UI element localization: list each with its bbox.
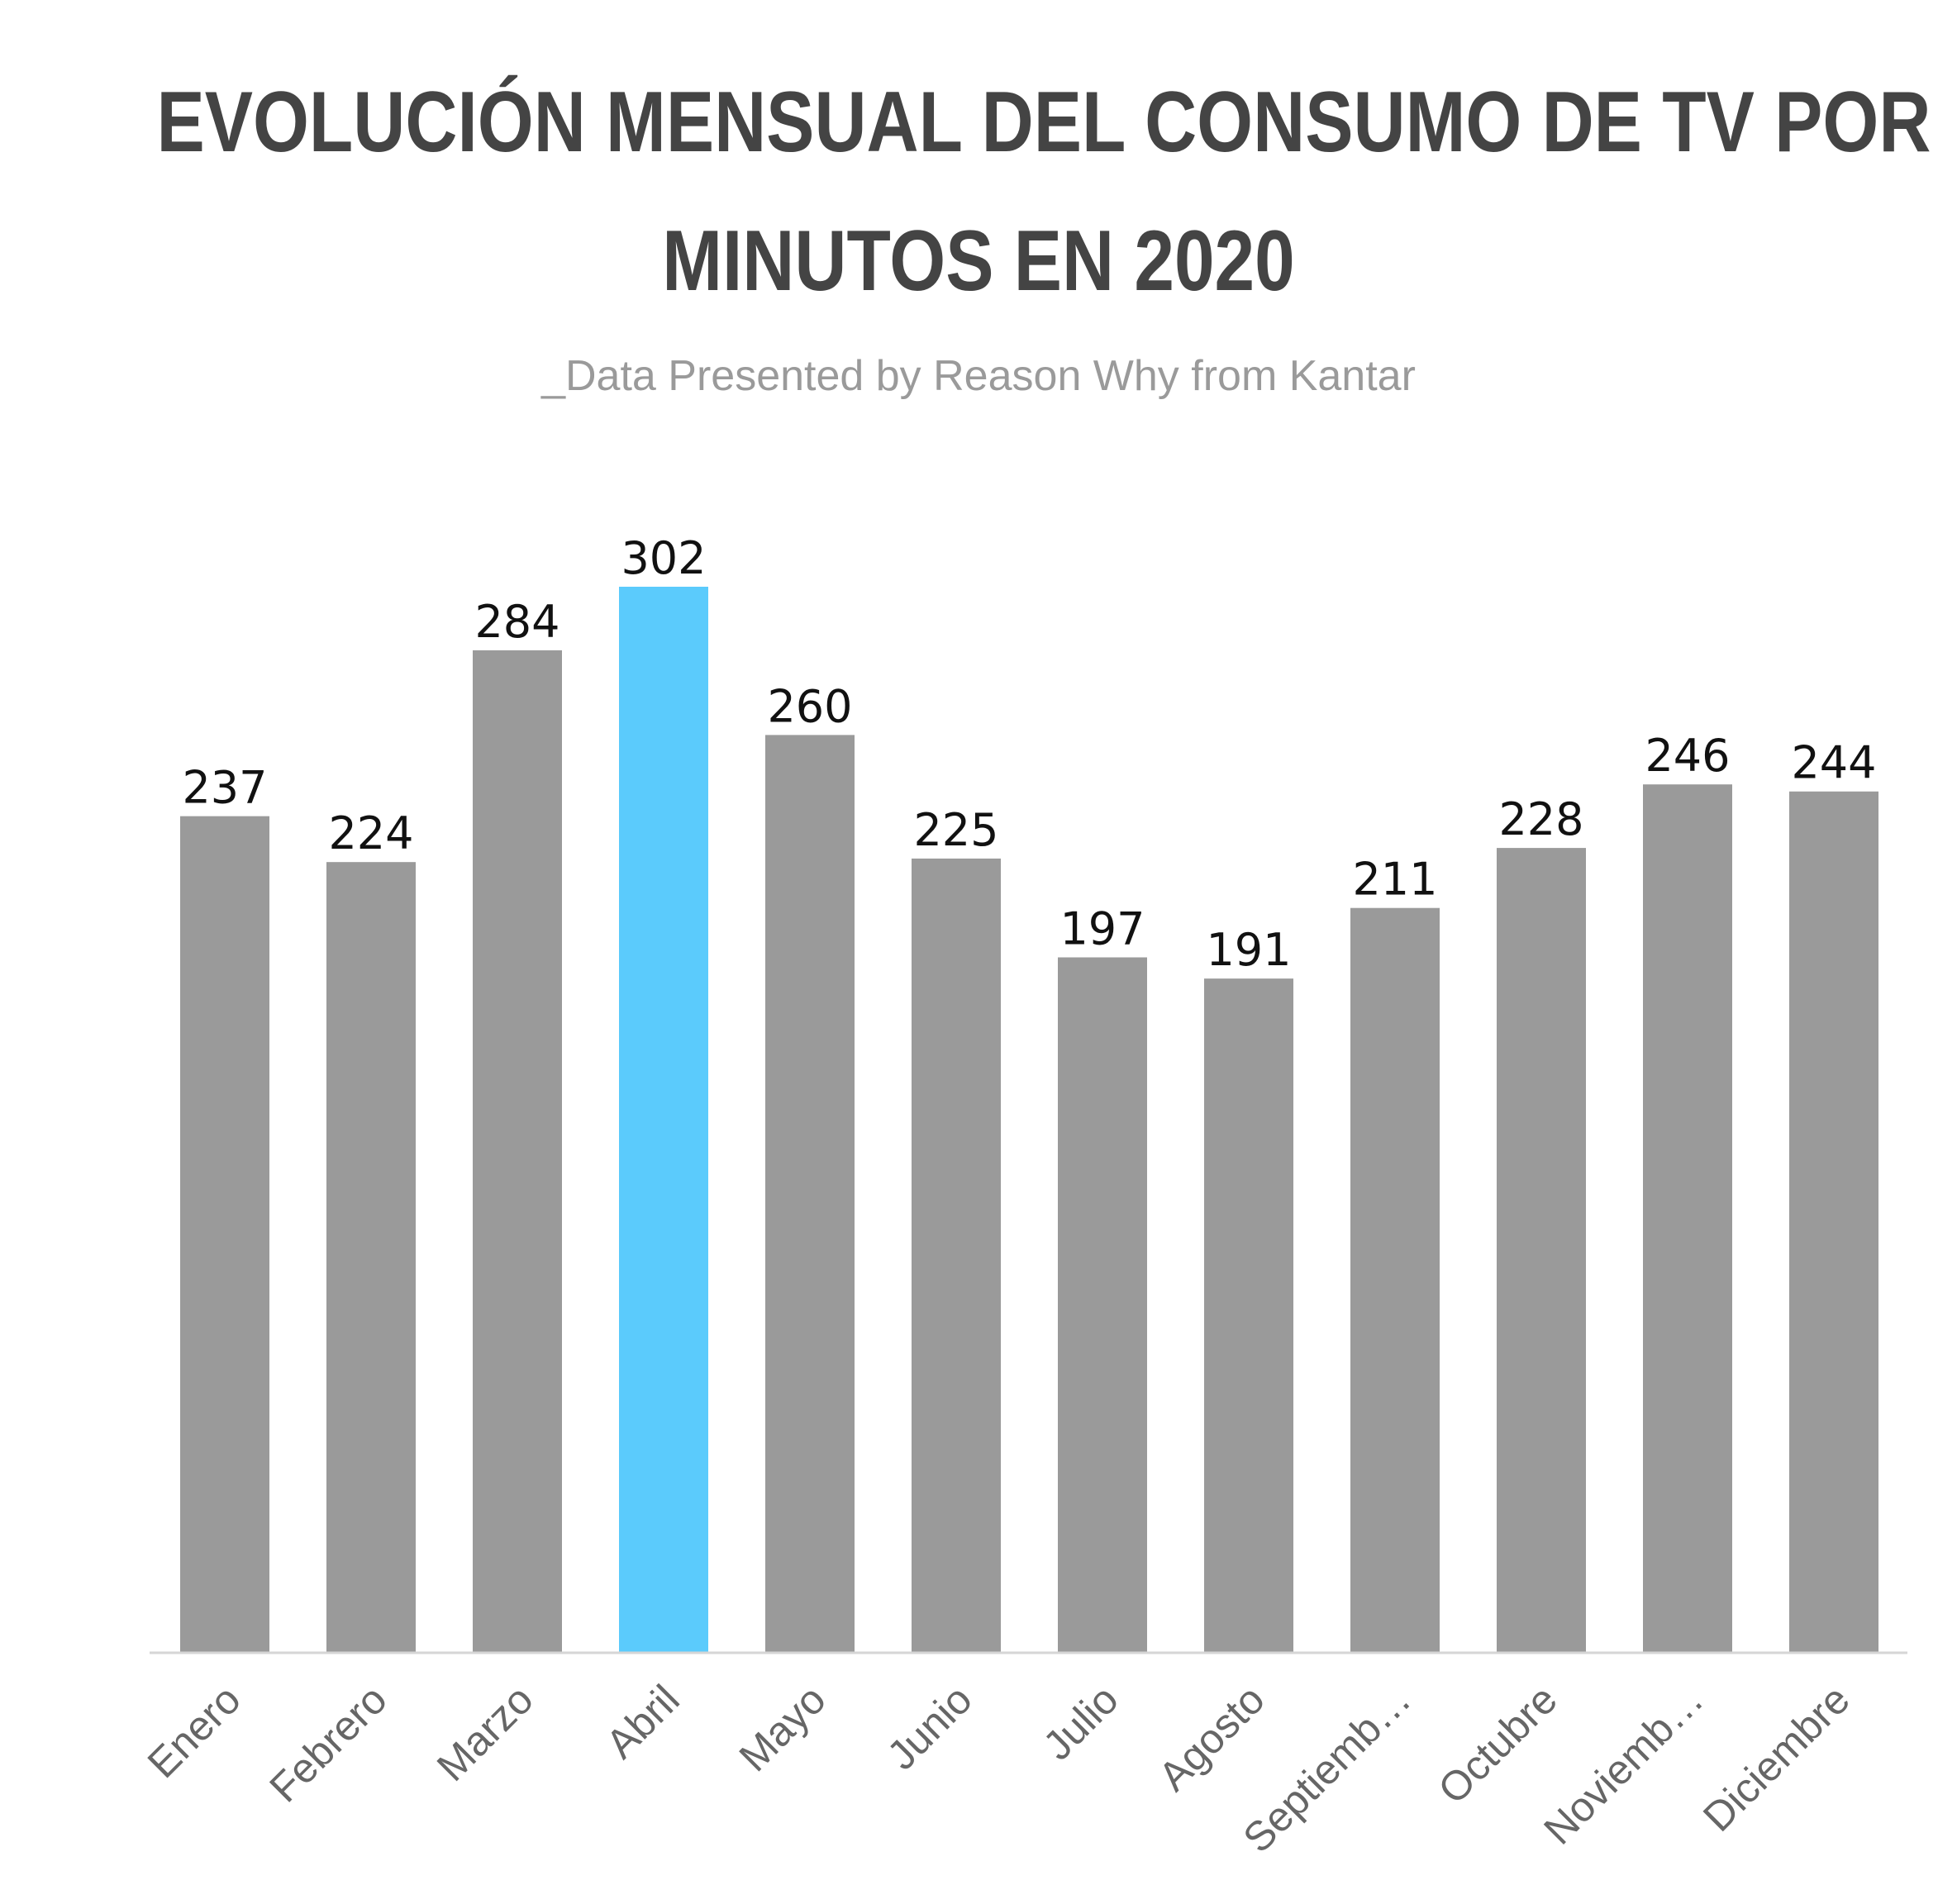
bar-agosto	[1204, 978, 1293, 1653]
bar-julio	[1058, 957, 1147, 1653]
data-labels: 237 224 284 302 260 225 197 191 211 228 246 244	[182, 532, 1876, 976]
x-tick-label-agosto: Agosto	[1150, 1676, 1274, 1800]
bar-series	[180, 587, 1878, 1654]
bar-septiemb	[1350, 907, 1440, 1653]
data-label-abril: 302	[621, 532, 706, 584]
data-label-septiemb: 211	[1352, 854, 1437, 906]
bar-octubre	[1497, 848, 1586, 1653]
chart-title: EVOLUCIÓN MENSUAL DEL CONSUMO DE TV POR …	[156, 53, 1931, 331]
x-tick-label-enero: Enero	[139, 1676, 250, 1787]
x-tick-label-junio: Junio	[879, 1676, 981, 1778]
data-label-enero: 237	[182, 762, 267, 814]
x-tick-label-marzo: Marzo	[428, 1676, 542, 1790]
bar-diciembre	[1789, 791, 1878, 1654]
bar-junio	[912, 858, 1001, 1653]
x-tick-label-mayo: Mayo	[731, 1676, 835, 1780]
bar-febrero	[326, 862, 416, 1653]
data-label-mayo: 260	[767, 680, 852, 732]
data-label-agosto: 191	[1206, 924, 1291, 976]
chart-title-line-2: MINUTOS EN 2020	[662, 213, 1295, 309]
x-tick-label-octubre: Octubre	[1429, 1676, 1565, 1812]
bar-mayo	[765, 735, 855, 1653]
x-axis-tick-labels: Enero Febrero Marzo Abril Mayo Junio Julio Agos…	[139, 1676, 1859, 1861]
x-tick-label-diciembre: Diciembre	[1694, 1676, 1859, 1840]
bar-noviemb	[1643, 784, 1732, 1653]
x-tick-label-abril: Abril	[597, 1676, 688, 1767]
chart-title-line-1: EVOLUCIÓN MENSUAL DEL CONSUMO DE TV POR	[156, 74, 1931, 170]
data-label-marzo: 284	[474, 596, 559, 648]
data-label-octubre: 228	[1498, 793, 1583, 845]
x-tick-label-febrero: Febrero	[260, 1676, 395, 1811]
data-label-junio: 225	[913, 804, 998, 856]
x-tick-label-julio: Julio	[1034, 1676, 1126, 1768]
bar-abril	[619, 587, 708, 1653]
bar-marzo	[473, 650, 562, 1653]
x-tick-label-noviemb: Noviemb…	[1535, 1676, 1712, 1853]
data-label-julio: 197	[1059, 903, 1145, 955]
data-label-febrero: 224	[328, 807, 413, 859]
data-label-diciembre: 244	[1791, 737, 1876, 789]
data-label-noviemb: 246	[1645, 730, 1730, 782]
bar-enero	[180, 816, 269, 1653]
chart-subtitle: _Data Presented by Reason Why from Kanta…	[541, 352, 1416, 400]
